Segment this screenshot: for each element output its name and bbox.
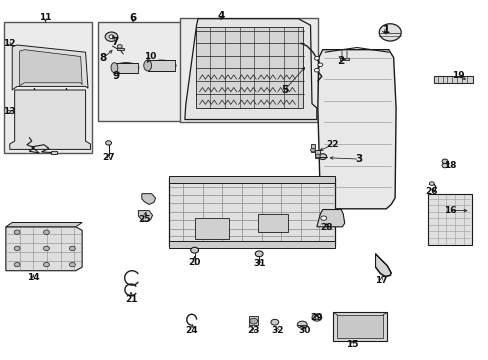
Bar xyxy=(168,176,334,183)
Bar xyxy=(337,315,382,338)
Text: 5: 5 xyxy=(281,85,287,95)
Polygon shape xyxy=(142,194,155,204)
Text: 1: 1 xyxy=(383,24,389,35)
Text: 14: 14 xyxy=(27,274,40,282)
Text: 6: 6 xyxy=(129,13,136,23)
Text: 8: 8 xyxy=(99,53,106,63)
Text: 3: 3 xyxy=(355,154,362,164)
Text: 4: 4 xyxy=(217,11,224,21)
Text: 20: 20 xyxy=(188,258,201,266)
Circle shape xyxy=(317,63,322,67)
Polygon shape xyxy=(138,211,152,222)
Circle shape xyxy=(314,57,319,60)
Text: 22: 22 xyxy=(325,140,338,149)
Bar xyxy=(433,76,472,83)
Text: 9: 9 xyxy=(113,71,120,81)
Text: 21: 21 xyxy=(124,295,137,304)
Circle shape xyxy=(43,246,49,251)
Bar xyxy=(345,58,348,60)
Bar xyxy=(427,194,471,245)
Bar xyxy=(98,22,182,121)
Polygon shape xyxy=(6,222,82,227)
Bar xyxy=(114,63,138,73)
Circle shape xyxy=(428,182,433,185)
Polygon shape xyxy=(317,50,395,209)
Circle shape xyxy=(310,148,315,152)
Circle shape xyxy=(249,318,257,324)
Circle shape xyxy=(315,154,320,158)
Text: 16: 16 xyxy=(443,206,455,215)
Text: 31: 31 xyxy=(252,259,265,268)
Text: 12: 12 xyxy=(2,39,15,48)
Bar xyxy=(315,150,320,158)
Text: 7: 7 xyxy=(111,37,119,48)
Bar xyxy=(117,48,124,50)
Bar xyxy=(340,58,343,60)
Polygon shape xyxy=(10,90,90,149)
Bar xyxy=(310,144,315,152)
Circle shape xyxy=(14,246,20,251)
Circle shape xyxy=(43,230,49,234)
Ellipse shape xyxy=(379,24,400,41)
Circle shape xyxy=(117,45,122,48)
Text: 17: 17 xyxy=(374,276,387,284)
Text: 10: 10 xyxy=(144,52,157,61)
Ellipse shape xyxy=(143,60,151,71)
Text: 25: 25 xyxy=(138,215,150,224)
Circle shape xyxy=(314,68,319,72)
Circle shape xyxy=(14,230,20,234)
Text: 27: 27 xyxy=(102,153,115,162)
Bar xyxy=(168,241,334,248)
Circle shape xyxy=(297,321,306,328)
Bar xyxy=(258,214,287,232)
Text: 30: 30 xyxy=(297,326,310,335)
Text: 19: 19 xyxy=(451,71,464,80)
Text: 18: 18 xyxy=(443,161,455,170)
Bar xyxy=(249,316,258,325)
Circle shape xyxy=(109,35,114,39)
Circle shape xyxy=(318,154,326,159)
Circle shape xyxy=(441,159,447,163)
Text: 32: 32 xyxy=(271,326,284,335)
Bar xyxy=(147,60,175,71)
Circle shape xyxy=(311,314,321,321)
Text: 2: 2 xyxy=(336,56,343,66)
Text: 11: 11 xyxy=(39,13,52,22)
Bar xyxy=(195,27,303,108)
Text: 23: 23 xyxy=(246,326,259,335)
Circle shape xyxy=(255,251,263,257)
Circle shape xyxy=(14,262,20,267)
Text: 26: 26 xyxy=(424,187,437,196)
Text: 29: 29 xyxy=(310,313,323,322)
Bar xyxy=(168,178,334,246)
Ellipse shape xyxy=(146,60,176,71)
Circle shape xyxy=(105,141,111,145)
Text: 15: 15 xyxy=(345,341,358,349)
Bar xyxy=(51,151,57,154)
Bar xyxy=(333,312,386,341)
Circle shape xyxy=(320,216,326,220)
Circle shape xyxy=(441,163,447,168)
Circle shape xyxy=(105,32,118,41)
Bar xyxy=(4,22,92,153)
Bar xyxy=(194,218,228,239)
Polygon shape xyxy=(316,210,344,227)
Text: 13: 13 xyxy=(2,107,15,116)
Text: 28: 28 xyxy=(320,223,332,232)
Polygon shape xyxy=(6,227,82,271)
Circle shape xyxy=(270,319,278,325)
Circle shape xyxy=(190,247,198,253)
Polygon shape xyxy=(184,19,316,120)
Ellipse shape xyxy=(111,63,118,73)
Circle shape xyxy=(43,262,49,267)
Bar xyxy=(180,18,317,122)
Ellipse shape xyxy=(113,63,139,73)
Polygon shape xyxy=(375,254,390,276)
Polygon shape xyxy=(12,45,88,90)
Circle shape xyxy=(69,246,75,251)
Circle shape xyxy=(314,316,318,319)
Circle shape xyxy=(69,262,75,267)
Text: 24: 24 xyxy=(185,326,198,335)
Polygon shape xyxy=(20,50,82,86)
